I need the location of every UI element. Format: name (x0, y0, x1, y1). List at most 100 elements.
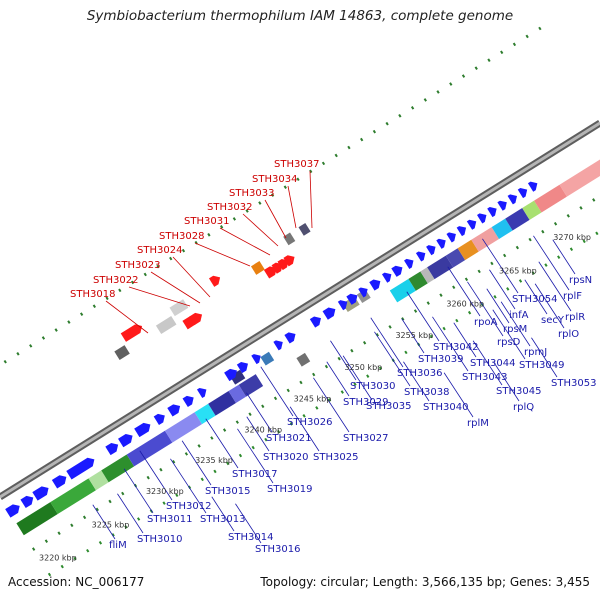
gene-arrow (32, 486, 49, 501)
feature-segment (208, 391, 236, 416)
blue-gene-label: STH3045 (496, 386, 541, 397)
blue-leader (401, 318, 425, 354)
red-gene-label: STH3024 (137, 245, 182, 256)
red-leader (194, 242, 251, 267)
blue-leader (246, 416, 270, 452)
blue-leader (313, 377, 350, 433)
blue-gene-label: STH3016 (255, 544, 300, 555)
red-leader (219, 227, 271, 256)
gene-arrow (105, 442, 119, 456)
blue-leader (432, 316, 469, 372)
feature-segment (420, 267, 435, 284)
feature-segment (505, 208, 530, 231)
gene-arrow (196, 387, 207, 399)
gene-arrows (5, 181, 538, 518)
gene-arrow (236, 362, 248, 374)
blue-gene-label: fliM (109, 540, 127, 551)
gene-arrow (426, 245, 436, 256)
blue-leader (472, 340, 503, 386)
feature-segment (228, 384, 247, 403)
blue-gene-label: STH3017 (232, 469, 277, 480)
gene-arrow (66, 457, 95, 480)
gene-arrow (358, 287, 368, 298)
gene-arrow (51, 475, 67, 489)
blue-gene-label: STH3027 (343, 433, 388, 444)
blue-leader (123, 468, 154, 514)
blue-leader (467, 281, 504, 337)
blue-leader (534, 283, 565, 329)
blue-gene-label: rpmJ (524, 347, 547, 358)
blue-gene-label: STH3054 (512, 294, 557, 305)
tick-label: 3225 kbp (92, 521, 130, 530)
feature-segment (194, 403, 216, 425)
blue-gene-label: rplF (563, 291, 582, 302)
tick-label: 3240 kbp (244, 425, 282, 434)
gene-arrow (322, 307, 336, 320)
blue-gene-label: STH3015 (205, 486, 250, 497)
red-leader (105, 300, 149, 334)
tick-label: 3220 kbp (39, 553, 77, 562)
blue-leader (406, 291, 440, 342)
feature-segment (238, 374, 264, 397)
tick-label: 3235 kbp (195, 456, 233, 465)
feature-segment (101, 454, 135, 483)
gene-arrow (20, 495, 34, 509)
gene-arrow (436, 238, 446, 249)
blue-leader (246, 392, 273, 433)
blue-leader (117, 493, 144, 534)
blue-leader (538, 261, 572, 312)
gene-arrow (466, 219, 477, 230)
tick-label: 3260 kbp (446, 299, 484, 308)
feature-segment (471, 227, 500, 252)
gene-arrow (309, 316, 321, 328)
red-gene-label: STH3022 (93, 275, 138, 286)
blue-gene-label: STH3020 (263, 452, 308, 463)
gene-arrow (284, 332, 296, 344)
tick-label: 3245 kbp (294, 395, 332, 404)
gene-arrow (446, 232, 456, 243)
blue-leader (330, 340, 357, 381)
red-leader (309, 170, 313, 229)
blue-gene-label: rplM (467, 418, 489, 429)
gene-arrow (134, 422, 151, 438)
accession-text: Accession: NC_006177 (8, 575, 145, 589)
blue-leader (181, 440, 212, 486)
backbone-highlight (0, 121, 600, 499)
blue-gene-label: rplQ (513, 402, 534, 413)
blue-leader (260, 366, 294, 417)
outer-gene-box (283, 232, 296, 246)
red-leader (287, 185, 297, 229)
red-leader (128, 286, 191, 307)
gene-box (296, 352, 311, 367)
blue-gene-label: STH3038 (404, 387, 449, 398)
label-leader-lines (92, 170, 576, 544)
blue-gene-label: STH3039 (418, 354, 463, 365)
blue-leader (170, 458, 207, 514)
gene-arrow (337, 300, 348, 311)
blue-leader (403, 361, 430, 402)
gene-arrow (527, 181, 538, 192)
feature-segment (491, 218, 513, 239)
tick-label: 3255 kbp (395, 331, 433, 340)
blue-gene-label: STH3026 (287, 417, 332, 428)
highlight-gene-arrow (120, 324, 143, 342)
blue-gene-label: rpoA (474, 317, 498, 328)
red-gene-label: STH3028 (159, 231, 204, 242)
red-gene-label: STH3032 (207, 202, 252, 213)
blue-leader (482, 238, 519, 294)
blue-gene-label: STH3049 (519, 360, 564, 371)
feature-segment (445, 248, 466, 268)
blue-leader (374, 331, 411, 387)
blue-leader (447, 266, 481, 317)
red-gene-label: STH3031 (184, 216, 229, 227)
feature-segment (16, 502, 58, 536)
gene-arrow (404, 258, 414, 269)
highlight-gene-arrow (263, 266, 277, 279)
blue-gene-label: STH3036 (397, 368, 442, 379)
gene-arrow (415, 251, 426, 262)
blue-gene-label: STH3011 (147, 514, 192, 525)
gene-arrow (391, 265, 403, 277)
blue-leader (92, 504, 116, 540)
highlight-gene-arrow (283, 255, 295, 267)
kbp-tick-labels: 3220 kbp 3225 kbp 3230 kbp 3235 kbp 3240 kbp… (39, 233, 591, 563)
